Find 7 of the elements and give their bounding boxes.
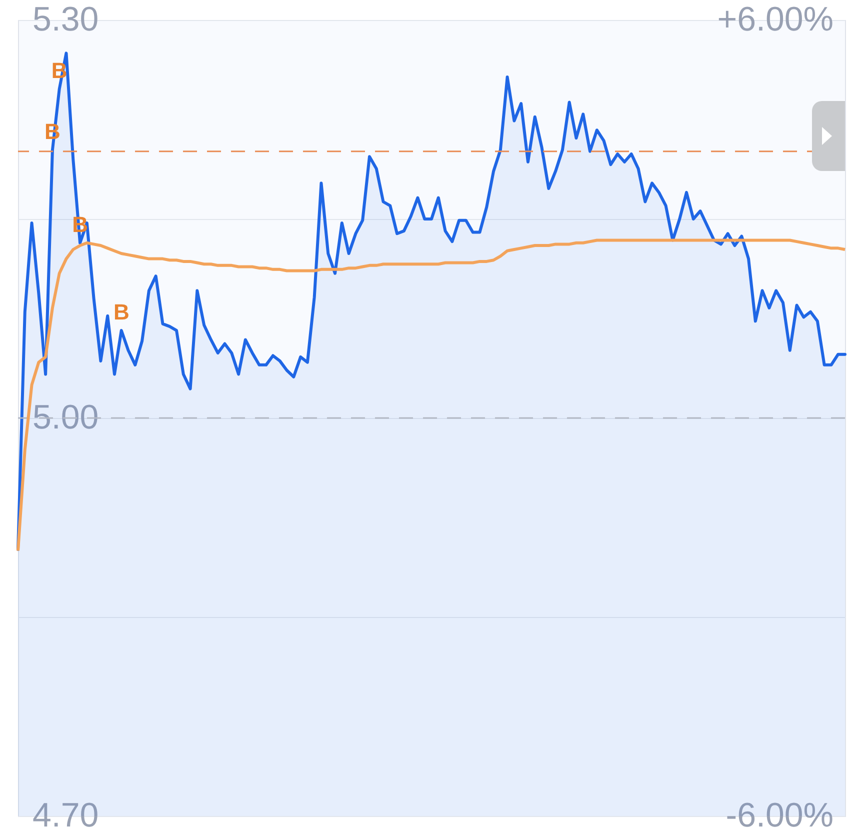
line-series <box>16 238 846 552</box>
annotation: B <box>113 299 130 324</box>
y2-tick-label: -6.00% <box>726 796 834 834</box>
y-tick-label: 5.30 <box>32 0 99 38</box>
y-tick-label: 5.00 <box>32 398 99 436</box>
y-tick-label: 4.70 <box>32 796 99 834</box>
y2-tick-label: +6.00% <box>717 0 834 38</box>
